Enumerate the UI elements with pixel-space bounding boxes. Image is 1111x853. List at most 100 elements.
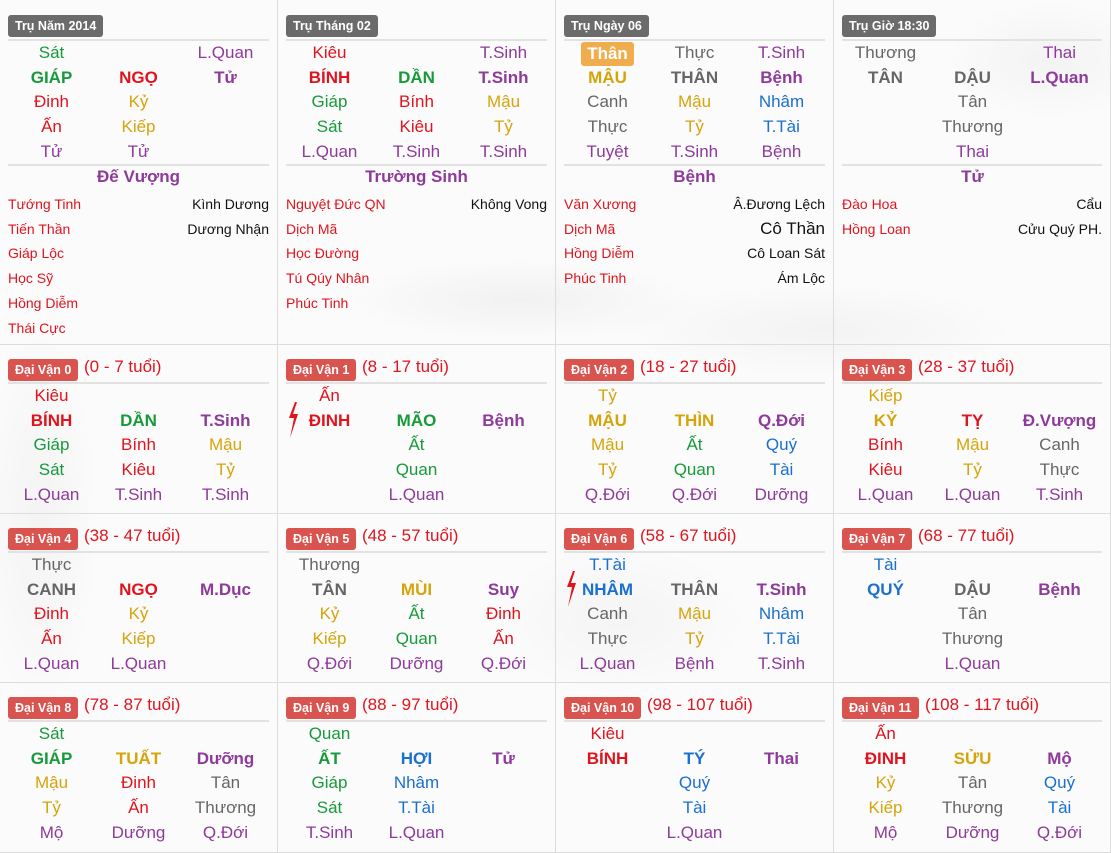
chart-entry: L.Quan <box>197 43 254 62</box>
chart-entry: DẬU <box>954 579 991 599</box>
stem-branch-row: ẤT HỢI Tử <box>286 747 547 771</box>
detail-row: Ấn <box>286 384 547 408</box>
luck-pillar-card[interactable]: Đại Vận 0 (0 - 7 tuổi) Kiêu BÍNH DẦN T.Sinh Gi… <box>0 345 278 514</box>
stem-branch-row: TÂN MÙI Suy <box>286 578 547 602</box>
star-right: Cẩu <box>1076 196 1102 212</box>
luck-pillar-card[interactable]: Đại Vận 10 (98 - 107 tuổi) Kiêu BÍNH TÝ Thai Q… <box>556 683 834 853</box>
chart-entry: T.Sinh <box>757 653 806 673</box>
chart-entry <box>182 627 269 651</box>
detail-row: Mậu Đinh Tân <box>8 771 269 795</box>
luck-pillar-badge: Đại Vận 5 <box>286 528 357 550</box>
chart-entry: Quý <box>1043 773 1076 793</box>
star-left: Tướng Tinh <box>8 196 82 212</box>
chart-entry: T.Sinh <box>1035 484 1084 504</box>
chart-entry: L.Quan <box>23 653 80 673</box>
chart-entry: Thực <box>674 43 715 62</box>
chart-entry: T.Sinh <box>200 410 251 430</box>
chart-entry: HỢI <box>400 748 433 768</box>
chart-entry <box>1016 140 1103 164</box>
luck-pillar-card[interactable]: Đại Vận 6 (58 - 67 tuổi) T.Tài NHÂM THÂN T.Si… <box>556 514 834 683</box>
divider <box>8 551 269 553</box>
chart-entry: CANH <box>26 579 77 599</box>
chart-entry: Kiêu <box>590 724 625 743</box>
age-range: (18 - 27 tuổi) <box>640 357 737 376</box>
divider <box>286 164 547 166</box>
detail-row: Bính Mậu Canh <box>842 433 1103 457</box>
chart-entry: Kiêu <box>868 460 903 480</box>
detail-row: Tuyệt T.Sinh Bệnh <box>564 140 825 164</box>
chart-entry: MÙI <box>400 579 433 599</box>
luck-pillar-card[interactable]: Đại Vận 2 (18 - 27 tuổi) Tỷ MẬU THÌN Q.Đới Mậu… <box>556 345 834 514</box>
chart-entry: ĐINH <box>864 748 907 768</box>
chart-entry: Ấn <box>41 629 62 649</box>
chart-entry <box>95 41 182 65</box>
chart-entry <box>373 384 460 408</box>
chart-entry: Q.Đới <box>671 484 718 504</box>
luck-pillar-badge: Đại Vận 10 <box>564 697 642 719</box>
chart-entry <box>738 384 825 408</box>
chart-entry: Sát <box>38 724 65 743</box>
age-range: (38 - 47 tuổi) <box>84 526 181 545</box>
chart-entry <box>182 652 269 676</box>
luck-pillar-card[interactable]: Đại Vận 8 (78 - 87 tuổi) Sát GIÁP TUẤT Dưỡng M… <box>0 683 278 853</box>
chart-entry: Dưỡng <box>196 748 255 768</box>
stem-branch-row: NHÂM THÂN T.Sinh <box>564 578 825 602</box>
pillar-label-badge: Trụ Năm 2014 <box>8 15 104 37</box>
star-right: Â.Đương Lệch <box>733 196 825 212</box>
chart-entry: KỶ <box>873 410 898 430</box>
stem-branch-row: BÍNH DẦN T.Sinh <box>8 409 269 433</box>
chart-entry: Ất <box>408 435 425 455</box>
chart-entry <box>738 821 825 845</box>
chart-entry: L.Quan <box>857 484 914 504</box>
chart-entry: Mậu <box>955 435 990 455</box>
chart-entry: T.Sinh <box>479 141 528 161</box>
chart-entry: T.Sinh <box>478 67 529 87</box>
luck-pillar-card[interactable]: Đại Vận 7 (68 - 77 tuổi) Tài QUÝ DẬU Bệnh Tân T… <box>834 514 1111 683</box>
detail-row: Ấn <box>842 722 1103 746</box>
pillar-card: Trụ Ngày 06 Thân Thực T.Sinh MẬU THÂN Bệnh Canh… <box>556 0 834 345</box>
chart-entry <box>182 90 269 114</box>
luck-pillar-card[interactable]: Đại Vận 4 (38 - 47 tuổi) Thực CANH NGỌ M.Dục Đ… <box>0 514 278 683</box>
chart-entry <box>95 384 182 408</box>
luck-pillar-badge: Đại Vận 7 <box>842 528 913 550</box>
chart-entry: Mậu <box>208 435 243 455</box>
luck-pillar-badge: Đại Vận 1 <box>286 359 357 381</box>
chart-entry: Bệnh <box>482 410 525 430</box>
luck-pillar-card[interactable]: Đại Vận 5 (48 - 57 tuổi) Thương TÂN MÙI Suy Kỷ… <box>278 514 556 683</box>
chart-entry: L.Quan <box>666 822 723 842</box>
chart-entry: Q.Đới <box>480 653 527 673</box>
chart-entry <box>1016 115 1103 139</box>
stem-branch-row: QUÝ DẬU Bệnh <box>842 578 1103 602</box>
chart-entry <box>373 722 460 746</box>
divider <box>8 720 269 722</box>
chart-entry: THÌN <box>674 410 715 430</box>
luck-pillar-card[interactable]: Đại Vận 3 (28 - 37 tuổi) Kiếp KỶ TỴ Đ.Vượng Bí… <box>834 345 1111 514</box>
luck-pillar-card[interactable]: Đại Vận 1 (8 - 17 tuổi) Ấn ĐINH MÃO Bệnh Ất Qua… <box>278 345 556 514</box>
chart-entry: Mậu <box>590 435 625 455</box>
chart-entry: L.Quan <box>110 653 167 673</box>
chart-entry: Đinh <box>121 773 156 793</box>
luck-pillar-card[interactable]: Đại Vận 11 (108 - 117 tuổi) Ấn ĐINH SỬU Mộ Kỷ T… <box>834 683 1111 853</box>
chart-entry: T.Sinh <box>114 484 163 504</box>
chart-entry: Bệnh <box>674 653 715 673</box>
pillar-label-badge: Trụ Ngày 06 <box>564 15 649 37</box>
chart-entry <box>842 602 929 626</box>
chart-entry: Tử <box>40 141 63 161</box>
star-left: Học Đường <box>286 245 360 262</box>
chart-entry: DẬU <box>954 67 991 87</box>
stem-branch-row: BÍNH DẦN T.Sinh <box>286 66 547 90</box>
chart-entry: Mậu <box>34 773 69 793</box>
chart-entry: Đinh <box>34 604 69 624</box>
detail-row: Kỷ Ất Đinh <box>286 602 547 626</box>
detail-row: Sát Kiêu Tỷ <box>8 458 269 482</box>
chart-entry: T.Sinh <box>392 141 441 161</box>
detail-row: Kiếp Thương Tài <box>842 796 1103 820</box>
age-range: (0 - 7 tuổi) <box>84 357 162 376</box>
chart-entry <box>95 722 182 746</box>
luck-pillar-card[interactable]: Đại Vận 9 (88 - 97 tuổi) Quan ẤT HỢI Tử Giáp Nh… <box>278 683 556 853</box>
pillar-card: Trụ Năm 2014 Sát L.Quan GIÁP NGỌ Tử Đinh Kỷ Ấn Ki… <box>0 0 278 345</box>
chart-entry: Tài <box>1047 798 1072 818</box>
chart-entry: Tử <box>492 748 515 768</box>
divider <box>842 39 1102 41</box>
